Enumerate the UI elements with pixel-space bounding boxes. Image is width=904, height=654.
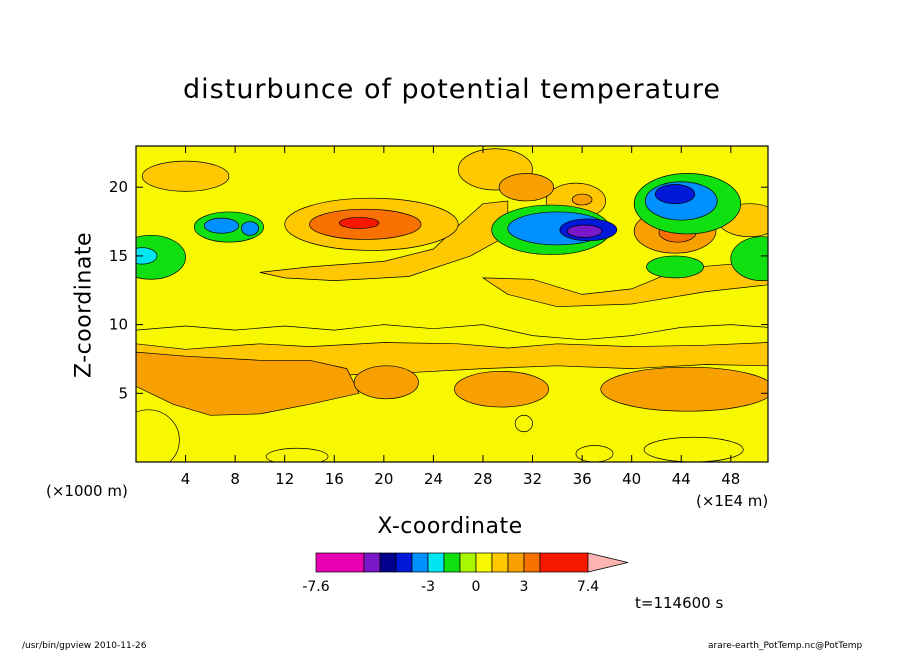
colorbar-box-2: [379, 552, 397, 573]
contour-region-19: [646, 255, 704, 279]
colorbar-box-4: [411, 552, 429, 573]
colorbar-box-10: [507, 552, 525, 573]
contour-region-6: [338, 217, 380, 229]
contour-region-23: [240, 221, 260, 236]
colorbar-box-0: [315, 552, 365, 573]
time-label: t=114600 s: [635, 594, 724, 612]
upper-yellow-ribbon: [259, 200, 509, 281]
colorbar-label-0: -7.6: [302, 579, 329, 595]
y-tick-label-2: 15: [109, 247, 128, 265]
contour-region-9: [498, 173, 554, 202]
lower-warm-cell-left: [136, 351, 360, 416]
colorbar-box-11: [523, 552, 541, 573]
x-scale-label: (×1E4 m): [696, 492, 769, 510]
plot-frame: [135, 145, 769, 463]
plot-area: [136, 146, 768, 462]
field-contours: [136, 146, 768, 462]
contour-region-32: [643, 436, 744, 462]
x-tick-label-2: 12: [275, 470, 294, 488]
contour-region-15: [566, 224, 603, 238]
y-tick-label-1: 10: [109, 316, 128, 334]
contour-region-20: [730, 236, 768, 281]
colorbar-label-1: -3: [421, 579, 435, 595]
contour-region-25: [136, 247, 158, 265]
x-tick-label-11: 48: [721, 470, 740, 488]
x-tick-label-3: 16: [325, 470, 344, 488]
x-tick-label-7: 32: [523, 470, 542, 488]
colorbar-label-3: 3: [520, 579, 529, 595]
colorbar-label-4: 7.4: [577, 579, 599, 595]
y-tick-label-0: 5: [118, 384, 128, 402]
x-axis: 4 8 12 16 20 24 28 32 36 40 44 48: [181, 146, 740, 488]
contour-region-30: [136, 409, 180, 462]
colorbar-label-2: 0: [472, 579, 481, 595]
contour-region-8: [571, 193, 593, 206]
x-tick-label-1: 8: [230, 470, 240, 488]
contour-region-27: [454, 370, 550, 408]
x-tick-label-8: 36: [573, 470, 592, 488]
colorbar-box-5: [427, 552, 445, 573]
contour-region-28: [600, 366, 768, 412]
x-axis-label: X-coordinate: [377, 514, 523, 539]
contour-region-31: [265, 447, 329, 462]
contour-region-33: [575, 445, 614, 462]
colorbar-box-7: [459, 552, 477, 573]
colorbar-box-12: [539, 552, 589, 573]
x-tick-label-0: 4: [181, 470, 191, 488]
colorbar-box-6: [443, 552, 461, 573]
x-unit-label: (×1000 m): [46, 482, 128, 500]
contour-region-1: [141, 160, 230, 192]
contour-region-24: [136, 234, 186, 280]
y-tick-label-3: 20: [109, 178, 128, 196]
contour-region-22: [203, 217, 240, 234]
colorbar-box-8: [475, 552, 493, 573]
x-tick-label-5: 24: [424, 470, 443, 488]
contour-region-26: [353, 365, 419, 400]
colorbar-box-9: [491, 552, 509, 573]
y-axis: 5 10 15 20: [109, 178, 768, 402]
colorbar-box-3: [395, 552, 413, 573]
colorbar-box-1: [363, 552, 381, 573]
colorbar-arrow: [587, 552, 629, 573]
x-tick-label-9: 40: [622, 470, 641, 488]
footer-left-text: /usr/bin/gpview 2010-11-26: [22, 641, 147, 651]
x-tick-label-4: 20: [374, 470, 393, 488]
contour-region-29: [514, 414, 533, 433]
x-tick-label-6: 28: [473, 470, 492, 488]
chart-title: disturbunce of potential temperature: [183, 74, 721, 105]
x-tick-label-10: 44: [672, 470, 691, 488]
contour-region-18: [654, 184, 696, 205]
colorbar: -7.6 -3 0 3 7.4: [302, 552, 629, 595]
footer-right-text: arare-earth_PotTemp.nc@PotTemp: [708, 641, 863, 651]
